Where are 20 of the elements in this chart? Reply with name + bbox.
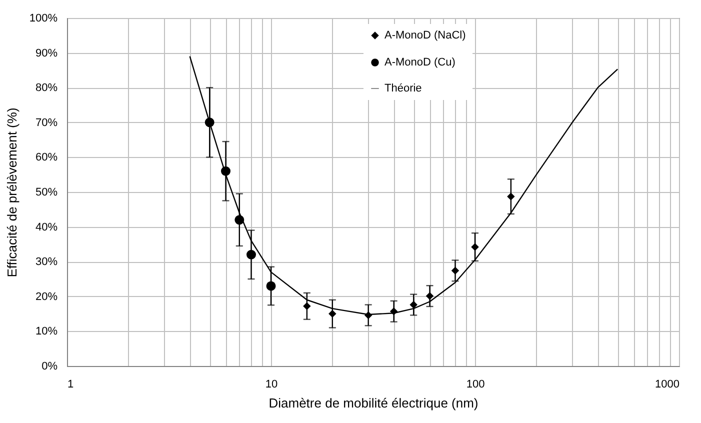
legend-label: Théorie bbox=[384, 82, 422, 94]
y-tick-label: 90% bbox=[35, 47, 58, 60]
y-tick-label: 30% bbox=[35, 256, 58, 268]
y-tick-label: 100% bbox=[29, 12, 58, 24]
y-tick-label: 80% bbox=[35, 82, 58, 94]
y-tick-label: 10% bbox=[35, 326, 58, 338]
y-axis-title: Efficacité de prélèvement (%) bbox=[4, 108, 20, 278]
x-tick-label: 1000 bbox=[655, 378, 680, 390]
x-tick-label: 10 bbox=[265, 378, 278, 390]
x-axis-title: Diamètre de mobilité électrique (nm) bbox=[268, 396, 478, 410]
x-tick-label: 1 bbox=[68, 378, 74, 390]
legend-label: A-MonoD (NaCl) bbox=[384, 30, 466, 42]
legend-label: A-MonoD (Cu) bbox=[384, 56, 456, 68]
y-tick-label: 50% bbox=[35, 186, 58, 198]
y-tick-label: 40% bbox=[35, 221, 58, 234]
y-tick-label: 60% bbox=[35, 152, 58, 164]
x-tick-label: 100 bbox=[466, 378, 485, 390]
y-tick-label: 20% bbox=[35, 290, 58, 303]
y-tick-label: 70% bbox=[35, 116, 58, 129]
y-tick-label: 0% bbox=[42, 360, 58, 372]
